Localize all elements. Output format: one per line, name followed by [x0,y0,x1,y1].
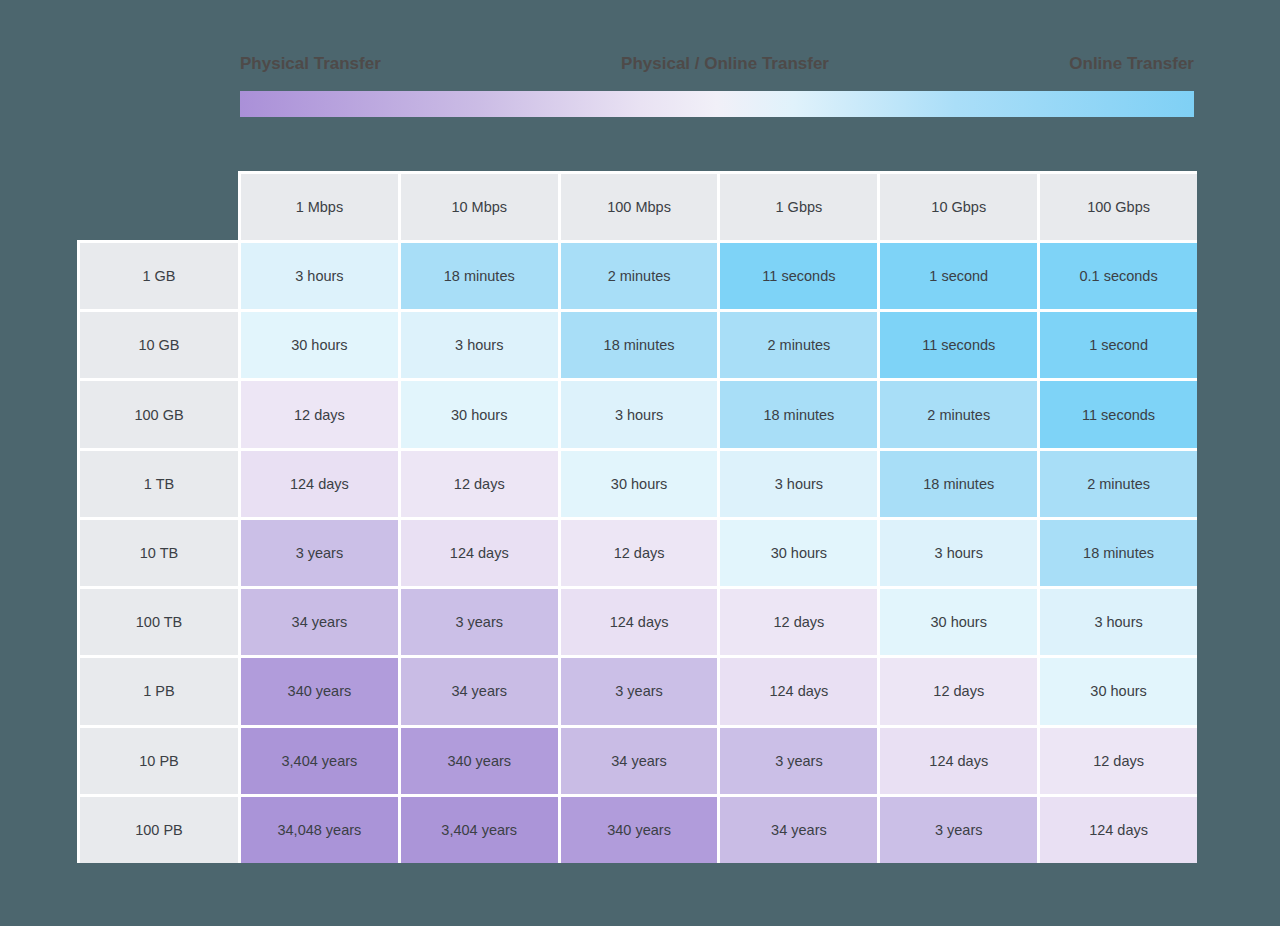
row-header-cell: 100 PB [77,794,238,863]
data-cell: 2 minutes [717,309,877,378]
data-cell: 12 days [717,586,877,655]
legend-label-physical-online: Physical / Online Transfer [621,54,829,74]
transfer-mode-gradient-bar [240,91,1194,117]
column-header-cell: 1 Gbps [717,171,877,240]
column-header-cell: 1 Mbps [238,171,398,240]
data-cell: 0.1 seconds [1037,240,1197,309]
data-cell: 18 minutes [717,378,877,447]
data-cell: 3 years [877,794,1037,863]
table-corner-spacer [77,171,238,240]
column-header-cell: 100 Gbps [1037,171,1197,240]
data-cell: 3 hours [877,517,1037,586]
data-cell: 124 days [398,517,558,586]
row-header-cell: 10 TB [77,517,238,586]
row-header-cell: 100 GB [77,378,238,447]
data-cell: 18 minutes [398,240,558,309]
data-cell: 34 years [717,794,877,863]
data-cell: 1 second [1037,309,1197,378]
data-cell: 12 days [238,378,398,447]
data-cell: 2 minutes [1037,448,1197,517]
data-cell: 11 seconds [877,309,1037,378]
column-header-cell: 10 Mbps [398,171,558,240]
data-cell: 3 years [558,655,718,724]
row-header-cell: 1 GB [77,240,238,309]
row-header-cell: 10 GB [77,309,238,378]
data-cell: 30 hours [1037,655,1197,724]
data-cell: 124 days [238,448,398,517]
data-cell: 3,404 years [238,725,398,794]
data-cell: 3 hours [398,309,558,378]
data-cell: 34 years [398,655,558,724]
column-header-cell: 10 Gbps [877,171,1037,240]
data-cell: 1 second [877,240,1037,309]
data-cell: 11 seconds [717,240,877,309]
data-cell: 124 days [717,655,877,724]
row-header-cell: 10 PB [77,725,238,794]
row-header-cell: 1 PB [77,655,238,724]
data-cell: 340 years [238,655,398,724]
data-cell: 12 days [398,448,558,517]
data-cell: 34 years [238,586,398,655]
data-cell: 340 years [558,794,718,863]
data-cell: 3 years [398,586,558,655]
data-cell: 18 minutes [877,448,1037,517]
data-cell: 12 days [877,655,1037,724]
row-header-cell: 100 TB [77,586,238,655]
data-cell: 11 seconds [1037,378,1197,447]
data-cell: 30 hours [717,517,877,586]
data-cell: 3 hours [238,240,398,309]
data-cell: 12 days [558,517,718,586]
data-cell: 2 minutes [877,378,1037,447]
data-cell: 30 hours [877,586,1037,655]
data-cell: 18 minutes [558,309,718,378]
data-cell: 30 hours [398,378,558,447]
data-cell: 34 years [558,725,718,794]
data-cell: 124 days [877,725,1037,794]
data-cell: 3 hours [717,448,877,517]
data-cell: 3 years [238,517,398,586]
data-cell: 3 years [717,725,877,794]
transfer-time-heatmap-table: 1 Mbps10 Mbps100 Mbps1 Gbps10 Gbps100 Gb… [77,171,1197,863]
data-cell: 3 hours [558,378,718,447]
data-cell: 340 years [398,725,558,794]
data-cell: 12 days [1037,725,1197,794]
data-cell: 30 hours [238,309,398,378]
data-cell: 3,404 years [398,794,558,863]
data-cell: 34,048 years [238,794,398,863]
column-header-cell: 100 Mbps [558,171,718,240]
data-cell: 124 days [558,586,718,655]
row-header-cell: 1 TB [77,448,238,517]
transfer-mode-legend: Physical Transfer Physical / Online Tran… [240,54,1194,74]
data-cell: 30 hours [558,448,718,517]
data-cell: 124 days [1037,794,1197,863]
data-cell: 3 hours [1037,586,1197,655]
legend-label-online: Online Transfer [1069,54,1194,74]
data-cell: 18 minutes [1037,517,1197,586]
legend-label-physical: Physical Transfer [240,54,381,74]
data-cell: 2 minutes [558,240,718,309]
